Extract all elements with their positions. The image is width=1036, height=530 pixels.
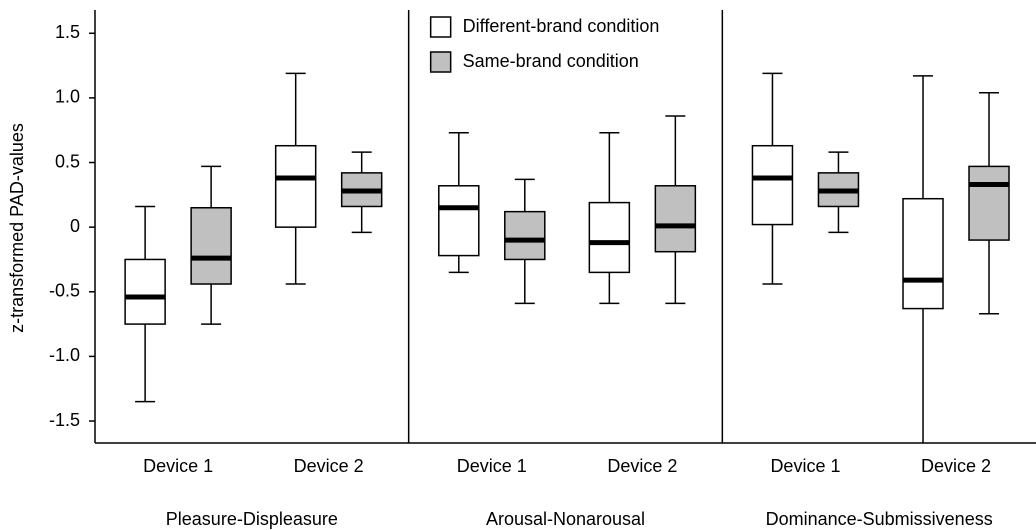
box — [190, 207, 232, 285]
x-tick-label: Device 1 — [457, 456, 527, 476]
y-tick-label: -1.5 — [49, 410, 80, 430]
box — [751, 144, 794, 226]
y-tick-label: 1.0 — [55, 87, 80, 107]
box — [968, 165, 1010, 241]
x-tick-label: Device 2 — [921, 456, 991, 476]
x-tick-label: Device 1 — [770, 456, 840, 476]
legend-label: Same-brand condition — [463, 51, 639, 71]
group-label: Arousal-Nonarousal — [486, 509, 645, 529]
box — [588, 201, 631, 274]
box — [504, 210, 546, 261]
plot-area — [124, 72, 1010, 443]
box — [902, 197, 944, 310]
y-tick-label: -0.5 — [49, 281, 80, 301]
box — [654, 185, 697, 253]
box — [274, 144, 317, 228]
legend-label: Different-brand condition — [463, 16, 660, 36]
legend-swatch — [429, 16, 452, 38]
legend-swatch — [429, 51, 452, 73]
y-tick-label: 0 — [70, 216, 80, 236]
y-axis-label: z-transformed PAD-values — [7, 123, 27, 333]
group-label: Dominance-Submissiveness — [766, 509, 993, 529]
x-tick-label: Device 1 — [143, 456, 213, 476]
y-tick-label: -1.0 — [49, 345, 80, 365]
x-tick-label: Device 2 — [294, 456, 364, 476]
x-tick-label: Device 2 — [607, 456, 677, 476]
group-label: Pleasure-Displeasure — [166, 509, 338, 529]
box — [124, 258, 166, 325]
box — [438, 185, 480, 257]
y-tick-label: 1.5 — [55, 22, 80, 42]
y-tick-label: 0.5 — [55, 151, 80, 171]
